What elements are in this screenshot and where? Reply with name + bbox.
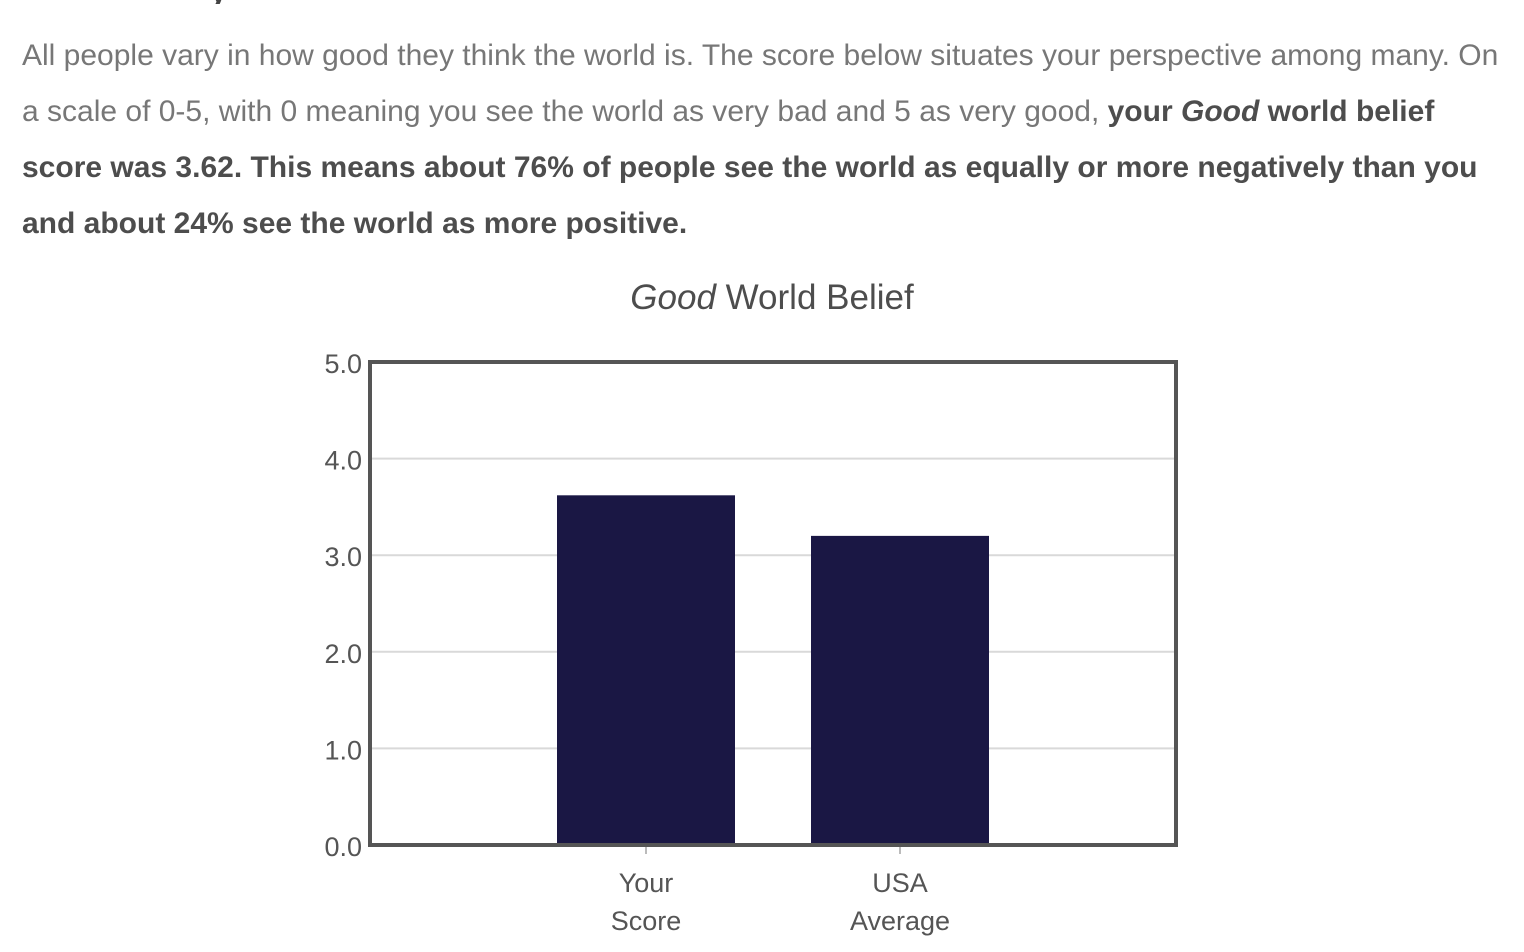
chart-title: Good World Belief <box>0 276 1524 320</box>
plot-frame <box>368 360 1178 847</box>
intro-text: All people vary in how good they think t… <box>22 39 1499 128</box>
x-tick-label: Average <box>850 906 950 936</box>
x-tick-label: Your <box>619 868 674 898</box>
chart-title-rest: World Belief <box>715 278 914 317</box>
bar <box>811 535 989 845</box>
intro-paragraph: All people vary in how good they think t… <box>22 28 1522 252</box>
y-tick-label: 3.0 <box>324 542 362 572</box>
y-tick-label: 1.0 <box>324 735 362 765</box>
y-axis-ticks: 0.0 1.0 2.0 3.0 4.0 5.0 <box>324 349 362 862</box>
heading-fragment: y <box>210 0 270 4</box>
gridlines <box>370 457 1176 750</box>
x-tick-label: Score <box>611 906 682 936</box>
y-tick-label: 4.0 <box>324 446 362 476</box>
x-tick-label: USA <box>872 868 928 898</box>
y-tick-label: 2.0 <box>324 639 362 669</box>
chart-title-italic: Good <box>630 278 716 317</box>
x-axis-labels: Your Score USA Average <box>611 847 950 936</box>
y-tick-label: 5.0 <box>324 349 362 379</box>
intro-highlight-post: world belief score was 3.62. This means … <box>22 95 1478 240</box>
heading-fragment-text: y <box>210 0 270 4</box>
y-tick-label: 0.0 <box>324 832 362 862</box>
bar <box>557 495 735 845</box>
intro-highlight: your Good world belief score was 3.62. T… <box>22 95 1477 240</box>
intro-highlight-pre: your <box>1107 95 1181 128</box>
intro-highlight-italic: Good <box>1180 95 1260 128</box>
bars <box>557 495 989 845</box>
